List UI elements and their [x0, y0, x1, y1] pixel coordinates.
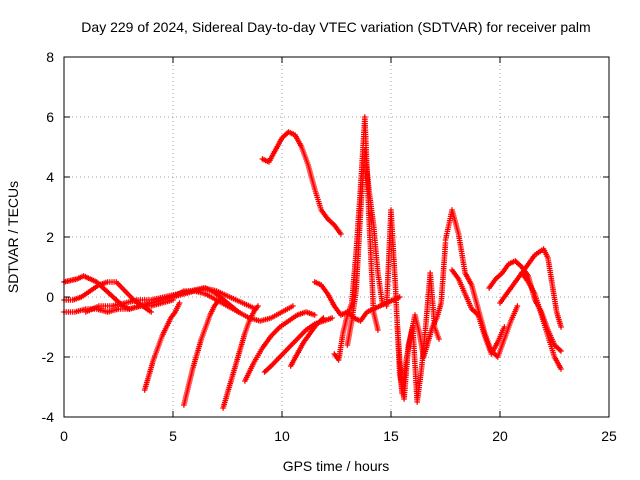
y-tick-label: 6: [46, 109, 54, 125]
axis-ticks: 0 5 10 15 20 25 -4 -2 0 2 4 6 8: [42, 49, 617, 444]
series-arc-8: [181, 297, 222, 408]
series-arc-6: [141, 300, 183, 393]
y-axis-label: SDTVAR / TECUs: [5, 181, 21, 293]
y-tick-label: -4: [42, 409, 55, 425]
series-arc-23: [519, 270, 564, 372]
y-tick-label: 0: [46, 289, 54, 305]
y-tick-label: -2: [42, 349, 55, 365]
x-tick-label: 0: [60, 428, 68, 444]
x-tick-label: 25: [601, 428, 617, 444]
series-arc-7: [170, 288, 296, 324]
x-tick-label: 15: [383, 428, 399, 444]
series-arc-12: [287, 315, 327, 369]
x-tick-label: 5: [169, 428, 177, 444]
series-arc-22: [497, 246, 564, 330]
series-arc-18: [394, 240, 449, 396]
series-arc-10: [242, 309, 318, 384]
chart-title: Day 229 of 2024, Sidereal Day-to-day VTE…: [81, 19, 590, 35]
x-axis-label: GPS time / hours: [283, 458, 390, 474]
series-arc-13: [259, 129, 344, 237]
y-tick-label: 4: [46, 169, 54, 185]
y-tick-label: 2: [46, 229, 54, 245]
series-arc-9: [220, 303, 261, 411]
data-series: [61, 114, 564, 411]
series-arc-16: [344, 147, 386, 348]
x-tick-label: 20: [492, 428, 508, 444]
x-tick-label: 10: [274, 428, 290, 444]
series-arc-19: [442, 207, 521, 360]
series-arc-20: [449, 267, 508, 357]
y-tick-label: 8: [46, 49, 54, 65]
